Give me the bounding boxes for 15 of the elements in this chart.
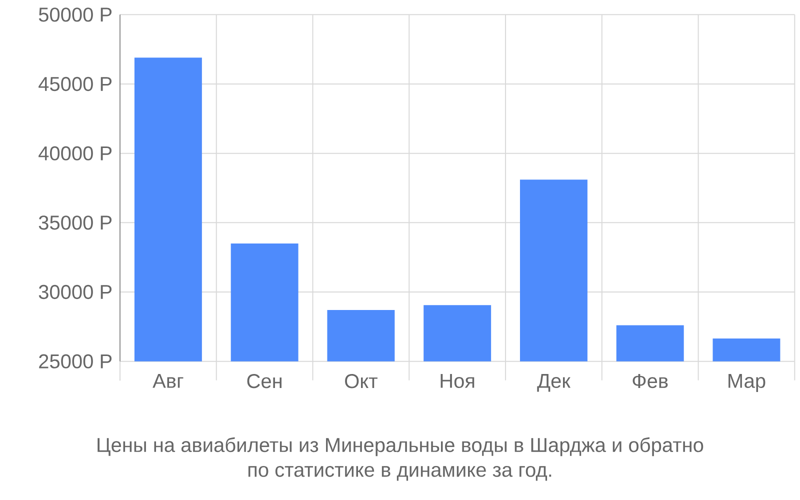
x-tick-label: Дек — [537, 374, 571, 392]
y-tick-label: 40000 Р — [38, 146, 112, 160]
y-tick-label: 50000 Р — [38, 8, 112, 22]
text: Цены на авиабилеты из Минеральные воды в Шарджа и обратно — [98, 437, 704, 456]
y-tick-label: 25000 Р — [39, 354, 112, 368]
x-tick-label: Окт — [345, 374, 378, 388]
x-tick-label: Авг — [152, 374, 184, 388]
text: по статистике в динамике за год. — [248, 466, 552, 481]
x-tick-label: Ноя — [440, 374, 474, 388]
x-tick-label: Мар — [728, 374, 766, 392]
x-tick-label: Сен — [247, 374, 282, 388]
y-tick-label: 30000 Р — [38, 284, 112, 300]
y-tick-label: 35000 Р — [38, 216, 112, 230]
x-tick-label: Фев — [632, 374, 668, 388]
y-tick-label: 45000 Р — [38, 76, 112, 92]
